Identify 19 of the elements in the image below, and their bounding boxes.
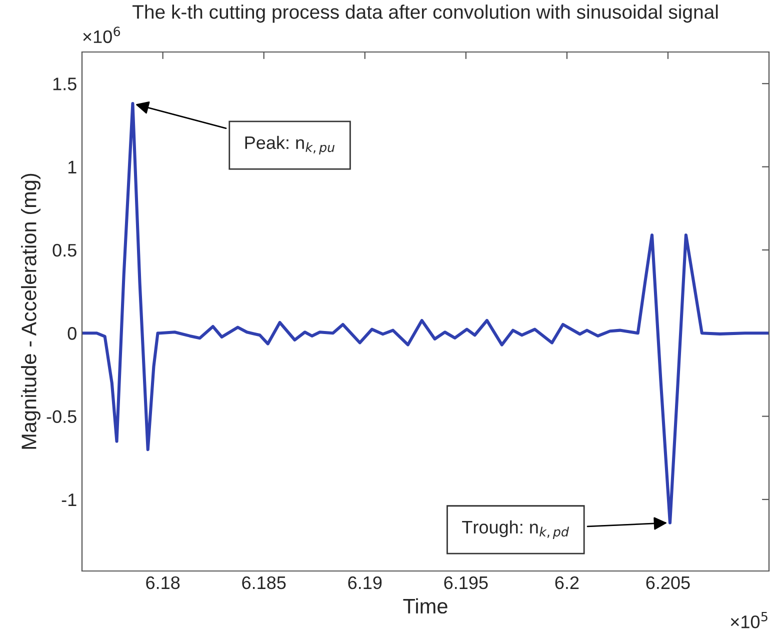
x-tick-label: 6.205 xyxy=(646,576,690,590)
y-tick-label: 0 xyxy=(68,327,76,340)
y-axis-title: Magnitude - Acceleration (mg) xyxy=(21,174,40,449)
text: ×10$^{6}$ xyxy=(83,26,120,44)
x-axis-title: Time xyxy=(403,598,448,614)
x-tick-label: 6.185 xyxy=(242,576,286,590)
x-tick-label: 6.18 xyxy=(146,576,180,590)
text: ×10$^{5}$ xyxy=(730,612,768,628)
y-tick-label: -0.5 xyxy=(46,410,76,424)
x-tick-label: 6.195 xyxy=(444,576,488,590)
x-tick-label: 6.19 xyxy=(348,576,382,590)
y-tick-label: 1 xyxy=(68,160,76,174)
y-tick-label: -1 xyxy=(62,494,76,506)
y-tick-label: 1.5 xyxy=(53,78,76,90)
chart-title: The k-th cutting process data after convolution with sinusoidal signal xyxy=(132,4,718,23)
annotation: Trough: n$_{k,pd}$ xyxy=(462,520,570,539)
annotation: Peak: n$_{k,pu}$ xyxy=(245,136,334,155)
x-tick-label: 6.2 xyxy=(555,576,579,590)
y-tick-label: 0.5 xyxy=(52,244,76,257)
